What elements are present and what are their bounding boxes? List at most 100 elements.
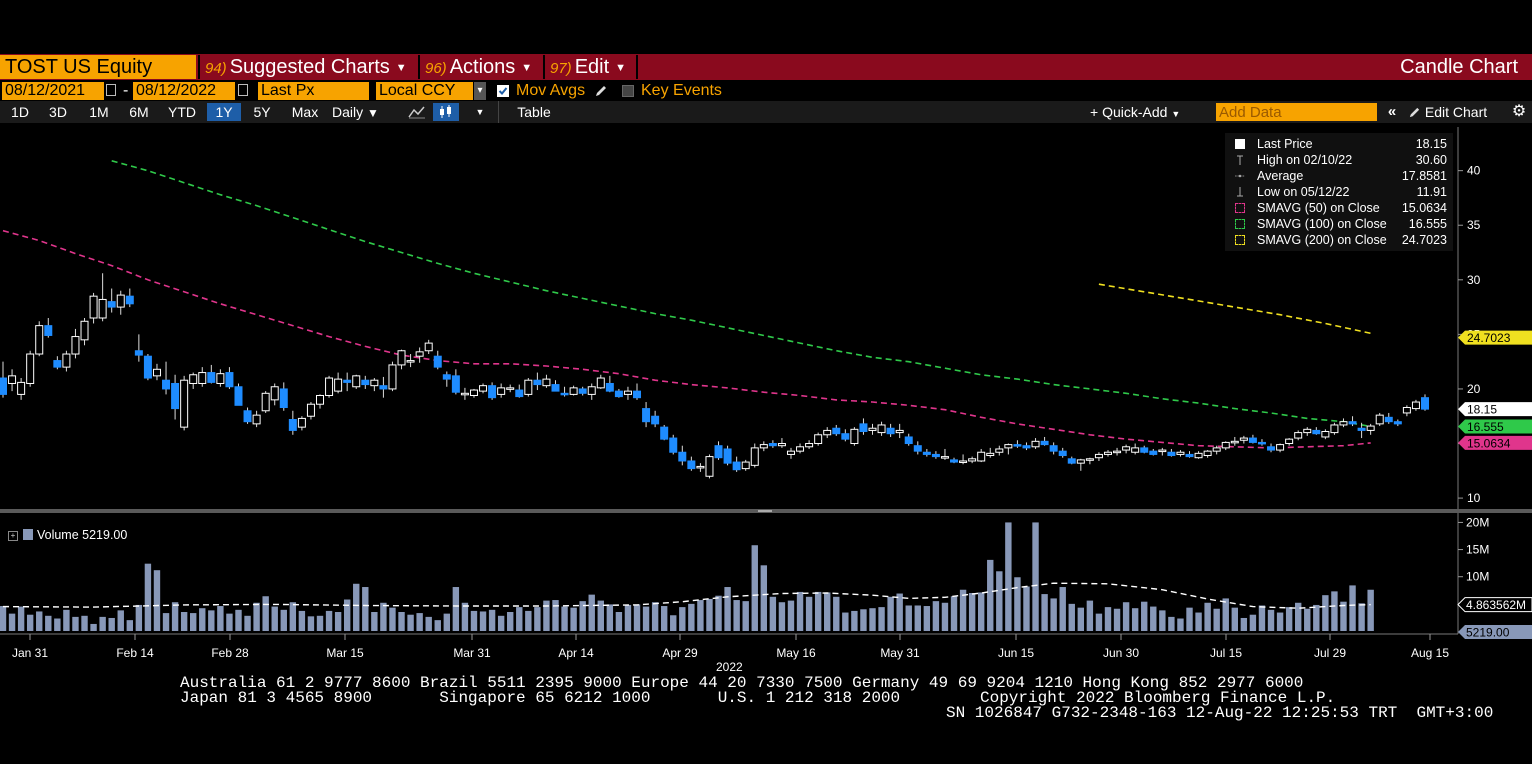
volume-bar	[651, 602, 659, 631]
period-6m-button[interactable]: 6M	[129, 104, 149, 120]
calendar-icon[interactable]	[238, 84, 248, 96]
candle-body	[488, 385, 497, 399]
volume-bar	[959, 589, 967, 631]
volume-bar	[1304, 608, 1311, 631]
candle-body	[651, 415, 660, 425]
edit-menu[interactable]: 97) Edit ▼	[550, 55, 626, 79]
candle-body	[850, 428, 859, 445]
period-ytd-button[interactable]: YTD	[168, 104, 196, 120]
date-to-field[interactable]: 08/12/2022	[133, 82, 235, 100]
candle-body	[560, 392, 569, 396]
candle	[614, 388, 623, 398]
candle-body	[732, 461, 741, 471]
calendar-icon[interactable]	[106, 84, 116, 96]
candle-body	[777, 443, 786, 447]
candle	[524, 378, 533, 397]
candle-body	[433, 355, 442, 368]
volume-bar	[289, 602, 297, 631]
candle	[1004, 443, 1013, 455]
currency-select[interactable]: Local CCY	[376, 82, 473, 100]
volume-bar	[1104, 607, 1112, 631]
volume-bar	[887, 596, 894, 631]
candle-chart[interactable]: 4035302520151020M15M10M5M24.702318.1516.…	[0, 124, 1532, 664]
period-1d-button[interactable]: 1D	[11, 104, 29, 120]
volume-bar	[325, 610, 333, 631]
price-axis-flag: 24.7023	[1458, 330, 1532, 345]
actions-menu[interactable]: 96) Actions ▼	[425, 55, 532, 79]
price-flag-label: 24.7023	[1467, 331, 1511, 345]
volume-bar	[298, 610, 306, 631]
candle-chart-toggle[interactable]	[433, 103, 459, 121]
gear-icon[interactable]: ⚙	[1511, 103, 1527, 120]
add-data-input[interactable]	[1216, 103, 1377, 121]
candle-body	[714, 445, 723, 459]
x-tick-label: Jul 29	[1314, 646, 1346, 660]
period-1y-button[interactable]: 1Y	[207, 103, 241, 121]
candle-body	[578, 388, 587, 394]
period-1m-button[interactable]: 1M	[89, 104, 109, 120]
candle	[1339, 418, 1348, 428]
expand-icon[interactable]: +	[8, 531, 18, 541]
legend-value: 30.60	[1415, 153, 1447, 167]
candle-body	[460, 392, 469, 396]
candle	[805, 440, 814, 449]
volume-bar	[470, 610, 478, 631]
candle-body	[316, 394, 325, 405]
price-flag-shape	[1458, 435, 1532, 450]
suggested-charts-menu[interactable]: 94) Suggested Charts ▼	[205, 55, 407, 79]
line-chart-icon[interactable]	[408, 105, 426, 119]
candle	[1321, 429, 1330, 440]
candle-body	[325, 377, 334, 396]
key-events-checkbox[interactable]	[622, 85, 634, 97]
table-button[interactable]: Table	[517, 104, 551, 120]
edit-chart-button[interactable]: Edit Chart	[1408, 103, 1508, 121]
candle-body	[587, 386, 596, 395]
footer-line-3: SN 1026847 G732-2348-163 12-Aug-22 12:25…	[946, 704, 1494, 722]
price-field-select[interactable]: Last Px	[258, 82, 369, 100]
candle	[125, 288, 134, 308]
candle	[388, 361, 397, 392]
quick-add-button[interactable]: + Quick-Add ▼	[1090, 103, 1202, 121]
volume-average-line	[2, 582, 1371, 609]
candle-body	[26, 353, 35, 384]
date-from-field[interactable]: 08/12/2021	[2, 82, 104, 100]
key-events-label[interactable]: Key Events	[641, 82, 722, 99]
volume-bar	[362, 587, 369, 631]
candle-body	[1094, 453, 1103, 459]
candle	[1348, 416, 1357, 427]
candle-body	[1103, 451, 1112, 455]
volume-bar	[126, 620, 134, 631]
period-3d-button[interactable]: 3D	[49, 104, 67, 120]
volume-bar	[488, 609, 496, 631]
volume-legend-value: 5219.00	[82, 528, 128, 542]
candle-body	[1248, 437, 1257, 443]
period-5y-button[interactable]: 5Y	[253, 104, 271, 120]
candle-body	[53, 360, 62, 368]
volume-bar	[1095, 613, 1103, 631]
candle-body	[180, 379, 189, 428]
ticker-field[interactable]: TOST US Equity	[0, 55, 196, 79]
collapse-panel-icon[interactable]: «	[1387, 103, 1397, 120]
candle-body	[397, 350, 406, 366]
currency-dropdown-icon[interactable]: ▾	[474, 82, 486, 100]
volume-bar	[633, 604, 641, 631]
volume-bar	[280, 609, 287, 631]
menu-number: 96)	[425, 60, 447, 77]
volume-bar	[1322, 595, 1329, 631]
chart-style-dropdown-icon[interactable]: ▼	[475, 107, 485, 117]
candle	[886, 423, 895, 437]
candle-body	[1312, 429, 1321, 435]
candle	[334, 372, 343, 394]
candle	[1122, 444, 1131, 454]
period-max-button[interactable]: Max	[291, 104, 319, 120]
frequency-select[interactable]: Daily ▼	[332, 103, 392, 121]
mov-avgs-checkbox[interactable]	[497, 85, 509, 97]
pencil-icon[interactable]	[594, 84, 608, 98]
toolbar-divider	[498, 101, 499, 123]
mov-avgs-label[interactable]: Mov Avgs	[516, 82, 586, 99]
x-tick-label: Jul 15	[1210, 646, 1242, 660]
edit-chart-label: Edit Chart	[1424, 104, 1488, 120]
candle	[578, 386, 587, 396]
title-bar	[0, 54, 1532, 80]
legend-value: 11.91	[1416, 185, 1447, 199]
